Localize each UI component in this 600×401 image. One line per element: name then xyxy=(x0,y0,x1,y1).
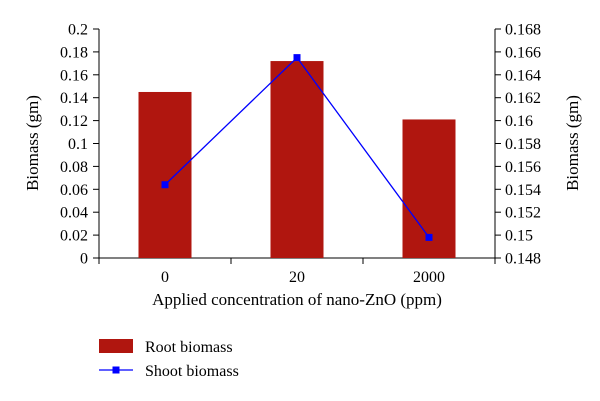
right-tick-label: 0.164 xyxy=(505,67,541,84)
left-tick-label: 0.04 xyxy=(60,205,88,222)
legend: Root biomass Shoot biomass xyxy=(99,339,239,380)
left-tick-label: 0.16 xyxy=(60,67,88,84)
left-tick-label: 0.2 xyxy=(68,22,88,39)
y-axis-title: Biomass (gm) xyxy=(23,95,42,191)
left-tick-label: 0.12 xyxy=(60,113,88,130)
x-axis-ticks: 0 20 2000 xyxy=(98,258,496,286)
right-tick-label: 0.166 xyxy=(505,44,541,61)
right-tick-label: 0.162 xyxy=(505,90,541,107)
y2-axis-title: Biomass (gm) xyxy=(563,95,582,191)
root-biomass-bar xyxy=(138,91,192,258)
root-biomass-bar xyxy=(270,61,324,259)
right-axis-ticks: 0.148 0.15 0.152 0.154 0.156 0.158 0.16 0.162 0.… xyxy=(495,22,541,268)
right-tick-label: 0.158 xyxy=(505,136,541,153)
right-tick-label: 0.148 xyxy=(505,251,541,268)
legend-label-shoot-biomass: Shoot biomass xyxy=(145,363,239,380)
root-biomass-bars xyxy=(138,61,456,259)
x-axis-title: Applied concentration of nano-ZnO (ppm) xyxy=(152,290,442,309)
x-tick-label: 20 xyxy=(289,269,305,286)
x-tick-label: 2000 xyxy=(413,269,445,286)
shoot-biomass-point xyxy=(293,54,301,62)
left-tick-label: 0.02 xyxy=(60,228,88,245)
legend-swatch-root-biomass xyxy=(99,339,133,353)
left-axis-ticks: 0 0.02 0.04 0.06 0.08 0.1 0.12 0.14 0.16 0.18 0.2 xyxy=(60,22,99,268)
legend-marker-shoot-biomass xyxy=(112,366,120,374)
x-tick-label: 0 xyxy=(161,269,169,286)
right-tick-label: 0.16 xyxy=(505,113,533,130)
shoot-biomass-point xyxy=(161,181,169,189)
left-tick-label: 0 xyxy=(80,251,88,268)
right-tick-label: 0.168 xyxy=(505,22,541,39)
right-tick-label: 0.156 xyxy=(505,159,541,176)
left-tick-label: 0.06 xyxy=(60,182,88,199)
legend-label-root-biomass: Root biomass xyxy=(145,339,233,356)
right-tick-label: 0.154 xyxy=(505,182,541,199)
left-tick-label: 0.1 xyxy=(68,136,88,153)
left-tick-label: 0.18 xyxy=(60,44,88,61)
right-tick-label: 0.15 xyxy=(505,228,533,245)
right-tick-label: 0.152 xyxy=(505,205,541,222)
shoot-biomass-series xyxy=(161,54,433,241)
shoot-biomass-point xyxy=(425,233,433,241)
left-tick-label: 0.14 xyxy=(60,90,88,107)
left-tick-label: 0.08 xyxy=(60,159,88,176)
